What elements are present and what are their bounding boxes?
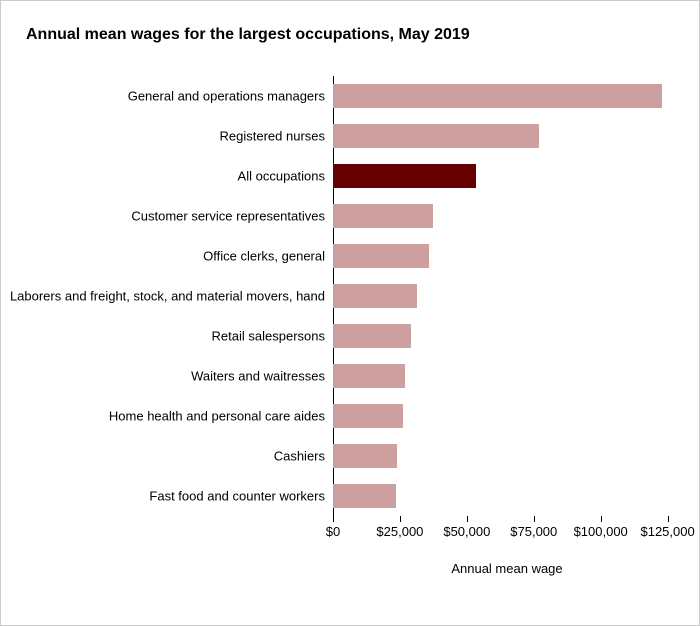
bar [333, 204, 433, 229]
bar-category-label: All occupations [238, 168, 333, 183]
bar-category-label: Cashiers [274, 448, 333, 463]
bar-row: All occupations [333, 164, 681, 189]
bar-row: Home health and personal care aides [333, 404, 681, 429]
x-tick-mark [668, 516, 669, 522]
x-tick-label: $75,000 [510, 524, 557, 539]
bar [333, 404, 403, 429]
bar-category-label: Retail salespersons [212, 328, 333, 343]
x-tick-mark [467, 516, 468, 522]
bar-row: Office clerks, general [333, 244, 681, 269]
x-tick-label: $50,000 [443, 524, 490, 539]
x-tick-label: $0 [326, 524, 340, 539]
bar-category-label: Customer service representatives [131, 208, 333, 223]
bar-category-label: Office clerks, general [203, 248, 333, 263]
bar [333, 364, 405, 389]
bar [333, 84, 662, 109]
bar-row: Waiters and waitresses [333, 364, 681, 389]
bar [333, 484, 396, 509]
plot-area: General and operations managers Registere… [333, 76, 681, 516]
bar-row: Laborers and freight, stock, and materia… [333, 284, 681, 309]
bar-row: Fast food and counter workers [333, 484, 681, 509]
bar [333, 444, 397, 469]
chart-frame: Annual mean wages for the largest occupa… [0, 0, 700, 626]
chart-title: Annual mean wages for the largest occupa… [26, 26, 470, 44]
x-axis-title: Annual mean wage [451, 561, 562, 576]
bar-category-label: Fast food and counter workers [149, 488, 333, 503]
x-tick-label: $125,000 [640, 524, 694, 539]
bar-row: Customer service representatives [333, 204, 681, 229]
x-tick-mark [400, 516, 401, 522]
bar [333, 324, 411, 349]
bar [333, 124, 539, 149]
bar-category-label: Waiters and waitresses [191, 368, 333, 383]
bar-row: Registered nurses [333, 124, 681, 149]
x-tick-mark [601, 516, 602, 522]
bar [333, 284, 417, 309]
bar [333, 164, 476, 189]
bar-category-label: Laborers and freight, stock, and materia… [10, 288, 333, 303]
x-tick-mark [534, 516, 535, 522]
bar-row: General and operations managers [333, 84, 681, 109]
bar [333, 244, 429, 269]
bar-row: Cashiers [333, 444, 681, 469]
bar-category-label: Home health and personal care aides [109, 408, 333, 423]
x-tick-label: $100,000 [574, 524, 628, 539]
bar-category-label: Registered nurses [220, 128, 334, 143]
bar-category-label: General and operations managers [128, 88, 333, 103]
bar-row: Retail salespersons [333, 324, 681, 349]
x-tick-mark [333, 516, 334, 522]
x-tick-label: $25,000 [376, 524, 423, 539]
